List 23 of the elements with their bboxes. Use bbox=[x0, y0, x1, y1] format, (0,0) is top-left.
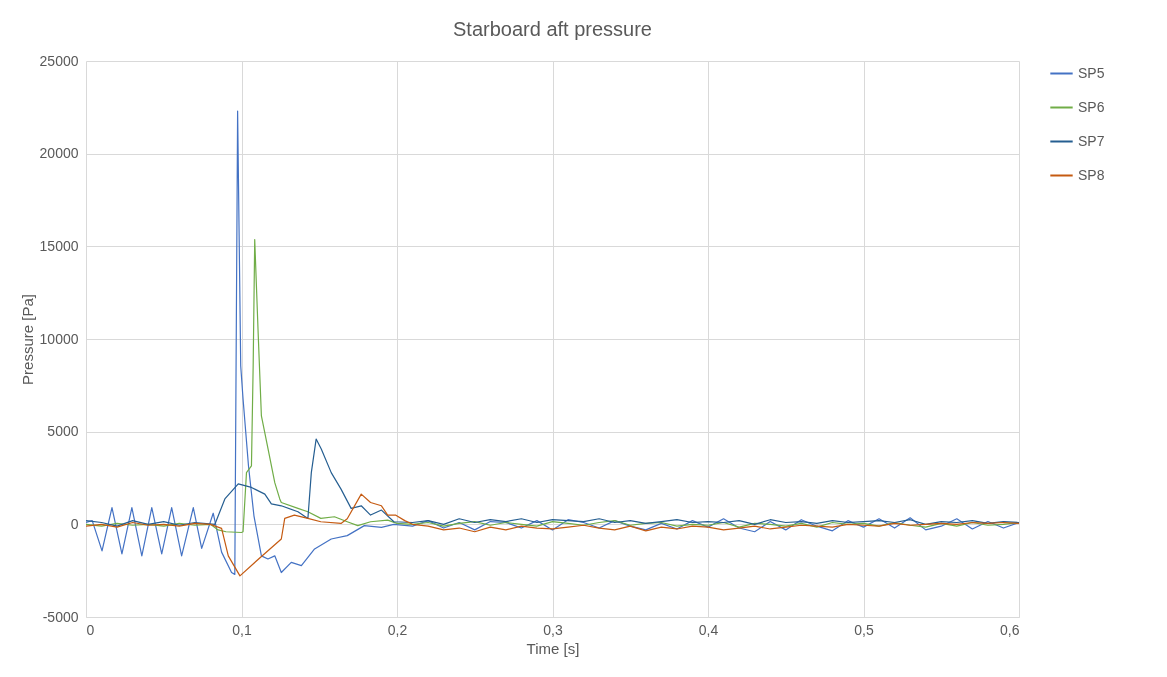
y-tick-label: 10000 bbox=[39, 330, 79, 347]
x-tick-label: 0,3 bbox=[543, 621, 563, 638]
line-series bbox=[86, 493, 1019, 577]
x-tick-label: 0,4 bbox=[698, 621, 719, 638]
y-tick-label: -5000 bbox=[42, 608, 79, 625]
x-tick-label: 0 bbox=[86, 621, 95, 638]
line-series bbox=[86, 438, 1019, 527]
y-axis-title: Pressure [Pa] bbox=[18, 294, 36, 385]
x-tick-label: 0,2 bbox=[387, 621, 408, 638]
legend-label: SP6 bbox=[1078, 98, 1105, 115]
y-tick-label: 5000 bbox=[47, 423, 79, 440]
y-tick-label: 25000 bbox=[39, 52, 79, 69]
x-tick-label: 0,5 bbox=[854, 621, 874, 638]
legend-label: SP7 bbox=[1078, 132, 1105, 149]
y-tick-label: 20000 bbox=[39, 145, 79, 162]
x-axis-title: Time [s] bbox=[526, 639, 580, 657]
chart-title: Starboard aft pressure bbox=[453, 18, 652, 40]
y-tick-label: 15000 bbox=[39, 237, 79, 254]
x-tick-label: 0,1 bbox=[232, 621, 252, 638]
y-tick-label: 0 bbox=[70, 515, 79, 532]
legend-label: SP8 bbox=[1078, 166, 1105, 183]
x-tick-label: 0,6 bbox=[1000, 621, 1020, 638]
legend-label: SP5 bbox=[1078, 64, 1105, 81]
